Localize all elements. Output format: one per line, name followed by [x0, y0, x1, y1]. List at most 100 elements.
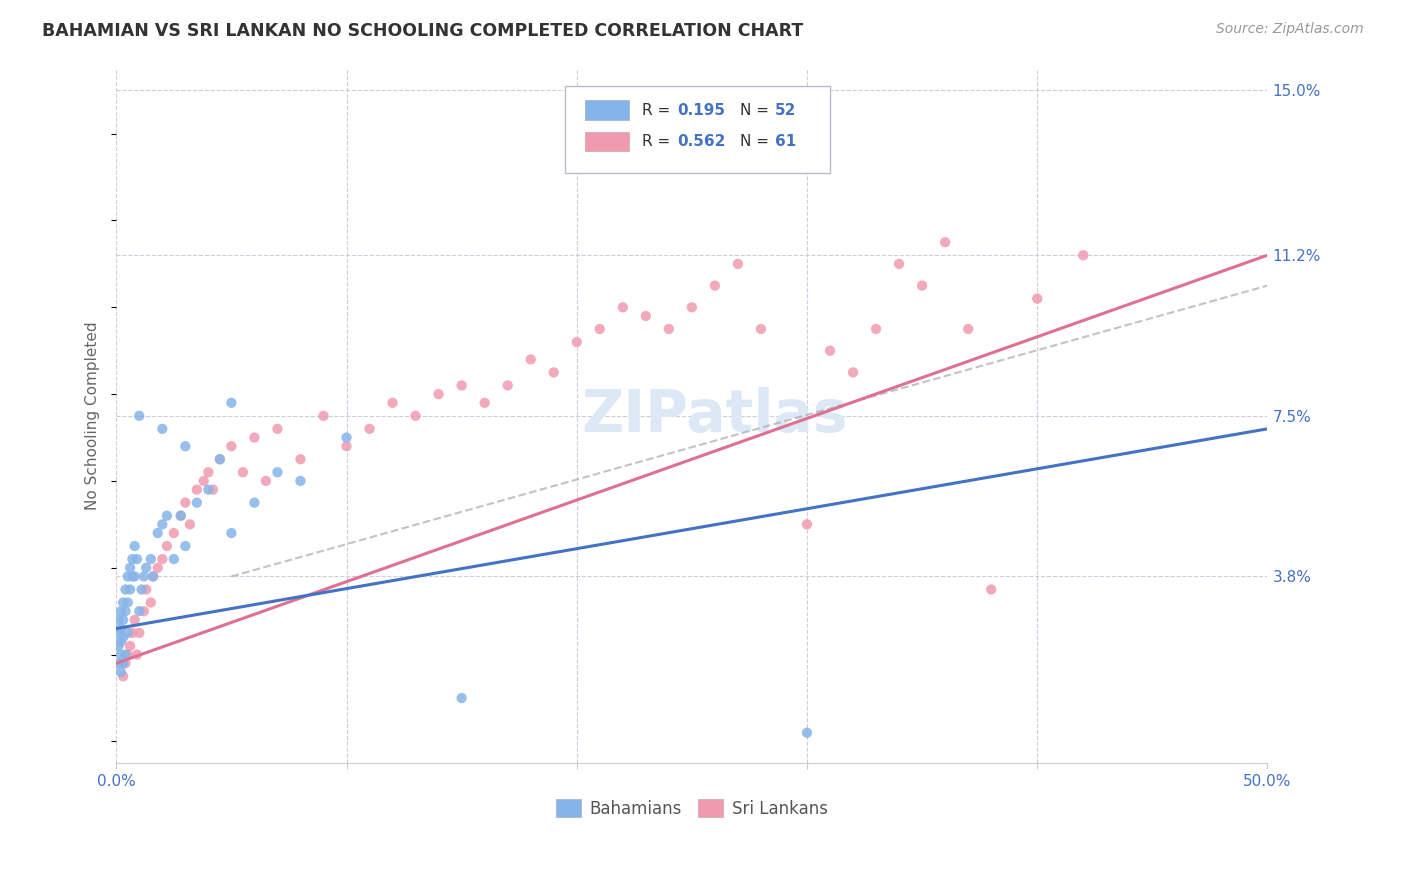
Point	[681, 300, 703, 314]
Point	[796, 725, 818, 739]
Point	[132, 604, 155, 618]
Point	[174, 496, 197, 510]
Point	[335, 431, 357, 445]
Point	[818, 343, 841, 358]
Point	[208, 452, 231, 467]
Point	[658, 322, 681, 336]
Point	[589, 322, 612, 336]
Text: 61: 61	[775, 134, 796, 149]
Point	[1071, 248, 1094, 262]
Point	[120, 582, 142, 597]
Point	[174, 439, 197, 453]
Point	[142, 569, 165, 583]
Point	[125, 648, 148, 662]
Point	[135, 561, 157, 575]
Point	[221, 396, 243, 410]
Point	[221, 526, 243, 541]
Text: 0.195: 0.195	[676, 103, 725, 118]
Point	[117, 648, 139, 662]
Point	[934, 235, 956, 249]
Point	[450, 378, 472, 392]
Point	[232, 465, 254, 479]
Point	[335, 439, 357, 453]
Point	[121, 626, 143, 640]
Point	[139, 595, 162, 609]
Point	[612, 300, 634, 314]
Point	[114, 582, 136, 597]
Point	[727, 257, 749, 271]
FancyBboxPatch shape	[585, 132, 628, 151]
Point	[139, 552, 162, 566]
Point	[796, 517, 818, 532]
Point	[243, 431, 266, 445]
Text: BAHAMIAN VS SRI LANKAN NO SCHOOLING COMPLETED CORRELATION CHART: BAHAMIAN VS SRI LANKAN NO SCHOOLING COMP…	[42, 22, 803, 40]
Point	[110, 634, 132, 648]
Point	[110, 665, 132, 679]
Point	[114, 648, 136, 662]
Point	[117, 595, 139, 609]
Point	[957, 322, 980, 336]
Point	[197, 483, 219, 497]
Legend: Bahamians, Sri Lankans: Bahamians, Sri Lankans	[550, 793, 834, 824]
Point	[266, 422, 288, 436]
Point	[221, 439, 243, 453]
Point	[110, 622, 132, 636]
Point	[565, 334, 588, 349]
Point	[124, 613, 146, 627]
Point	[980, 582, 1002, 597]
Point	[112, 657, 135, 671]
Point	[128, 409, 150, 423]
Point	[865, 322, 887, 336]
Point	[114, 604, 136, 618]
Point	[124, 569, 146, 583]
Point	[179, 517, 201, 532]
Point	[146, 561, 169, 575]
Point	[427, 387, 450, 401]
FancyBboxPatch shape	[565, 86, 830, 173]
Point	[120, 561, 142, 575]
Point	[496, 378, 519, 392]
Point	[887, 257, 910, 271]
Text: 0.562: 0.562	[676, 134, 725, 149]
Point	[120, 639, 142, 653]
Point	[112, 630, 135, 644]
Point	[405, 409, 427, 423]
Point	[131, 582, 153, 597]
Point	[121, 552, 143, 566]
Point	[359, 422, 381, 436]
Point	[124, 539, 146, 553]
Point	[146, 526, 169, 541]
Point	[381, 396, 404, 410]
Text: 52: 52	[775, 103, 796, 118]
Point	[107, 626, 129, 640]
Point	[107, 657, 129, 671]
Point	[121, 569, 143, 583]
Text: ZIPatlas: ZIPatlas	[582, 387, 848, 444]
Point	[135, 582, 157, 597]
Point	[112, 613, 135, 627]
Point	[150, 552, 173, 566]
Point	[243, 496, 266, 510]
Point	[749, 322, 772, 336]
Point	[112, 595, 135, 609]
Point	[163, 526, 186, 541]
Point	[842, 366, 865, 380]
Point	[254, 474, 277, 488]
Point	[474, 396, 496, 410]
Point	[110, 604, 132, 618]
Point	[107, 613, 129, 627]
Point	[519, 352, 541, 367]
Point	[117, 569, 139, 583]
Point	[150, 422, 173, 436]
Y-axis label: No Schooling Completed: No Schooling Completed	[86, 321, 100, 510]
Text: Source: ZipAtlas.com: Source: ZipAtlas.com	[1216, 22, 1364, 37]
Point	[150, 517, 173, 532]
FancyBboxPatch shape	[585, 101, 628, 120]
Point	[201, 483, 224, 497]
Point	[266, 465, 288, 479]
Point	[125, 552, 148, 566]
Point	[186, 483, 208, 497]
Point	[197, 465, 219, 479]
Point	[163, 552, 186, 566]
Point	[117, 626, 139, 640]
